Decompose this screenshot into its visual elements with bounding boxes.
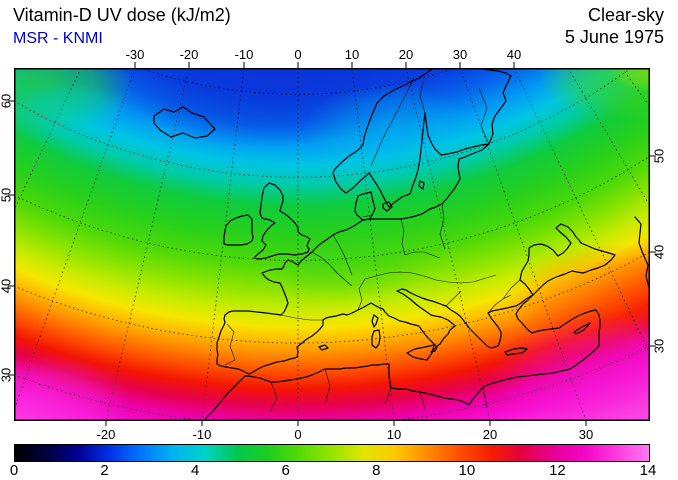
field-blob	[489, 313, 650, 421]
axis-ticks	[8, 62, 656, 426]
bottom-axis-label: 20	[482, 427, 498, 442]
bottom-axis-label: 30	[578, 427, 594, 442]
top-axis-label: 20	[398, 47, 414, 62]
coast-great-britain	[253, 182, 311, 260]
page-title: Vitamin-D UV dose (kJ/m2)	[13, 5, 231, 25]
coastlines	[153, 68, 650, 421]
bottom-axis-label: -10	[192, 427, 212, 442]
bottom-axis-label: 10	[386, 427, 402, 442]
country-borders	[224, 77, 521, 413]
top-axis-label: 10	[344, 47, 360, 62]
date-label: 5 June 1975	[564, 27, 664, 47]
coast-islands	[318, 180, 591, 361]
coast-black-sea	[519, 223, 616, 296]
graticule	[14, 68, 650, 421]
meridian--30	[14, 68, 136, 411]
source-label: MSR - KNMI	[13, 30, 103, 47]
top-axis-label: 0	[294, 47, 302, 62]
colorbar	[14, 444, 650, 462]
map-frame	[14, 68, 650, 421]
top-axis-label: -10	[234, 47, 254, 62]
meridian-20	[405, 68, 491, 421]
coast-west-europe-med	[216, 251, 534, 375]
right-axis-label: 50	[651, 148, 667, 164]
coast-baltic-south	[311, 143, 490, 253]
field-blob	[304, 83, 474, 173]
top-axis-label: -30	[125, 47, 145, 62]
left-axis-label: 60	[0, 93, 14, 109]
bottom-axis-label: -20	[96, 427, 116, 442]
field-blob	[259, 222, 429, 302]
field-blob	[14, 83, 129, 133]
right-axis-label: 30	[651, 338, 667, 354]
parallel-70n	[139, 68, 455, 95]
coast-ireland	[223, 214, 254, 246]
coast-caspian	[634, 216, 650, 291]
field-blob	[14, 355, 130, 421]
meridian-40	[513, 68, 650, 355]
top-axis-label: 40	[506, 47, 522, 62]
coast-anatolia-north-africa	[203, 294, 601, 421]
top-axis-label: -20	[179, 47, 199, 62]
top-axis-label: 30	[452, 47, 468, 62]
meridian--10	[201, 68, 245, 421]
left-axis-label: 50	[0, 187, 14, 203]
bottom-axis-label: 0	[294, 427, 302, 442]
border-lines	[224, 77, 521, 413]
meridian-10	[351, 68, 395, 421]
coast-scandinavia	[332, 68, 512, 208]
parallel-50n	[14, 155, 650, 261]
field-anomaly-layer	[14, 68, 650, 421]
coast-iceland	[153, 106, 216, 139]
meridian--40	[14, 68, 82, 211]
left-axis-label: 30	[0, 367, 14, 383]
meridian--20	[105, 68, 190, 421]
left-axis-label: 40	[0, 278, 14, 294]
parallel-40n	[14, 251, 650, 344]
condition-label: Clear-sky	[587, 5, 664, 25]
right-axis-label: 40	[651, 244, 667, 260]
